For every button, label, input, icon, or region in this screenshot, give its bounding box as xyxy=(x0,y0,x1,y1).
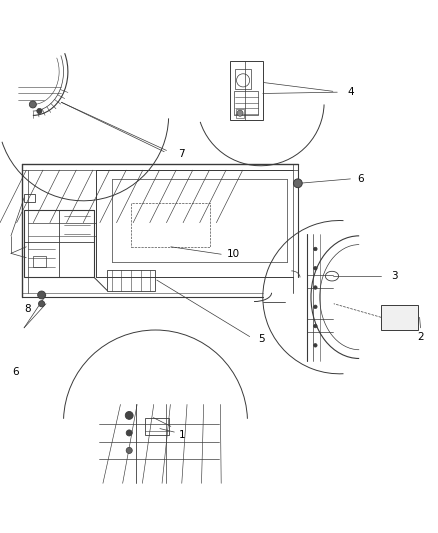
Circle shape xyxy=(126,430,132,436)
Bar xyxy=(230,61,263,120)
Text: 10: 10 xyxy=(226,249,240,259)
Bar xyxy=(145,418,169,435)
Circle shape xyxy=(125,411,133,419)
Bar xyxy=(107,270,155,290)
Text: 8: 8 xyxy=(24,304,31,314)
Text: 7: 7 xyxy=(178,149,185,159)
Bar xyxy=(24,209,94,278)
Circle shape xyxy=(293,179,302,188)
Text: 2: 2 xyxy=(417,332,424,342)
Circle shape xyxy=(314,247,317,251)
Text: 6: 6 xyxy=(12,367,19,377)
Text: 3: 3 xyxy=(391,271,398,281)
Circle shape xyxy=(314,266,317,270)
Circle shape xyxy=(314,286,317,289)
Text: 1: 1 xyxy=(178,430,185,440)
Text: 5: 5 xyxy=(258,334,265,344)
Circle shape xyxy=(39,301,45,307)
Circle shape xyxy=(314,344,317,347)
Bar xyxy=(33,256,46,266)
Bar xyxy=(381,304,418,330)
Text: 6: 6 xyxy=(357,174,364,184)
Bar xyxy=(235,69,251,89)
Bar xyxy=(234,91,258,115)
Circle shape xyxy=(314,305,317,309)
Bar xyxy=(24,194,35,201)
Circle shape xyxy=(237,110,243,116)
Circle shape xyxy=(314,324,317,328)
Bar xyxy=(236,109,244,118)
Bar xyxy=(131,203,210,247)
Circle shape xyxy=(38,291,46,299)
Circle shape xyxy=(37,108,42,114)
Text: 4: 4 xyxy=(347,87,354,97)
Circle shape xyxy=(126,447,132,454)
Circle shape xyxy=(29,101,36,108)
